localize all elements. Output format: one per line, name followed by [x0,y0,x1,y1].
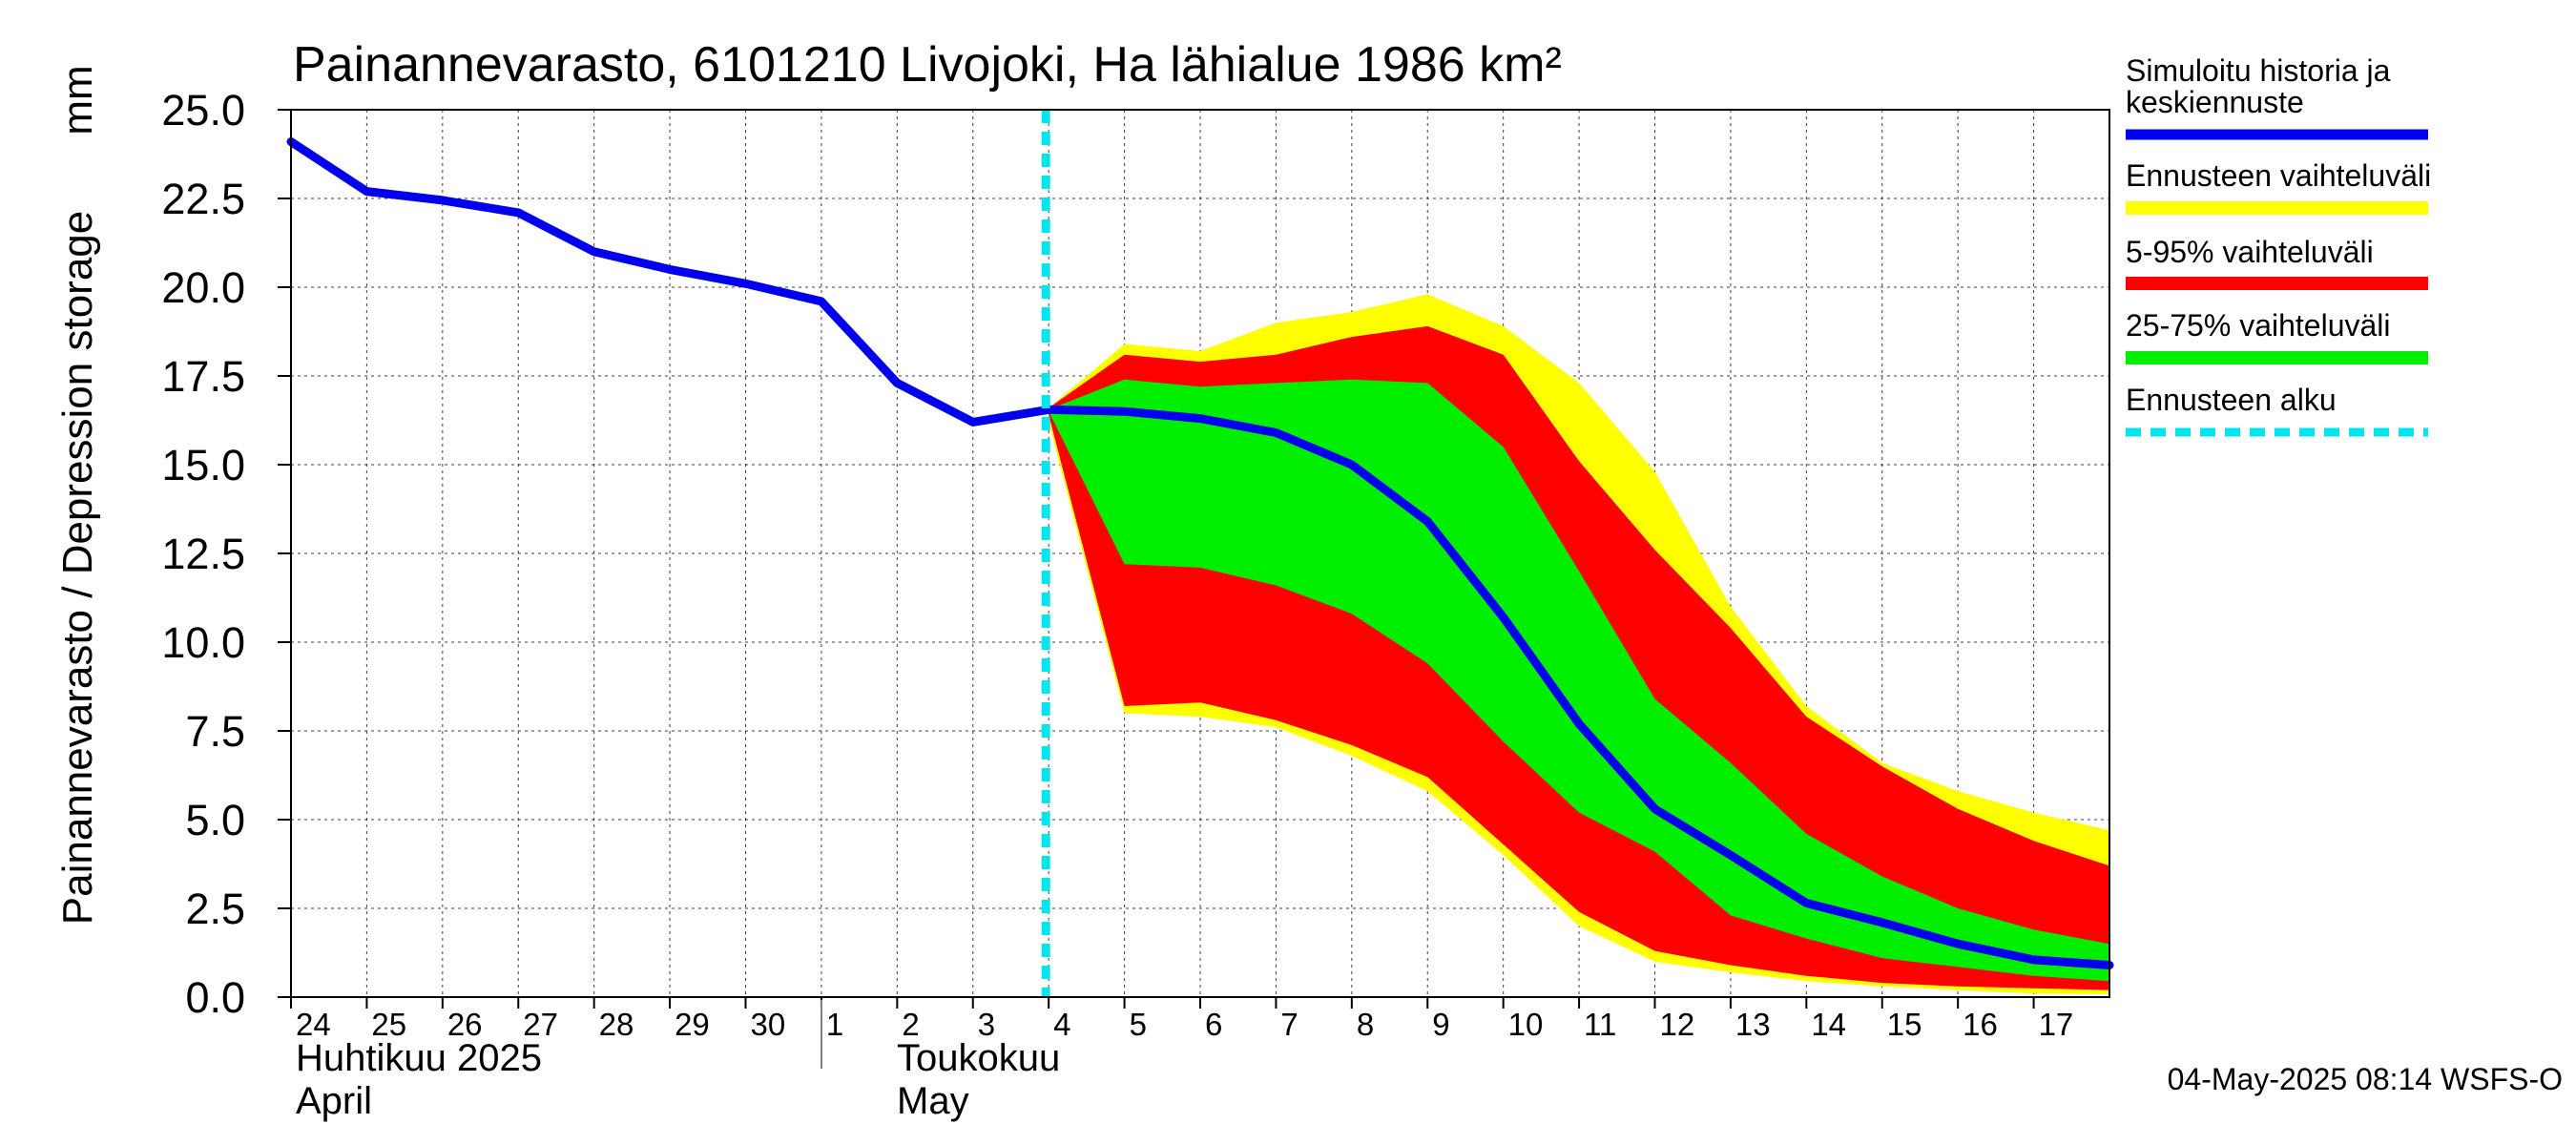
y-tick-label: 17.5 [161,352,245,401]
median-line [1044,405,2114,969]
x-tick-label: 17 [2039,1007,2074,1042]
band-25-75 [1049,379,2109,982]
median-forecast [1044,405,2114,969]
month-label-april-fi: Huhtikuu 2025 [296,1037,542,1079]
legend: Simuloitu historia ja keskiennuste Ennus… [2126,53,2431,437]
chart-title: Painannevarasto, 6101210 Livojoki, Ha lä… [293,37,1562,93]
y-tick-label: 25.0 [161,86,245,135]
x-tick-label: 13 [1735,1007,1771,1042]
legend-5-95-label: 5-95% vaihteluväli [2126,235,2374,269]
legend-25-75-label: 25-75% vaihteluväli [2126,308,2391,343]
x-tick-label: 12 [1660,1007,1695,1042]
x-tick-label: 26 [447,1007,483,1042]
legend-full-range-label: Ennusteen vaihteluväli [2126,158,2431,193]
y-tick-label: 22.5 [161,175,245,223]
y-tick-labels: 0.0 2.5 5.0 7.5 10.0 12.5 15.0 17.5 20.0 22.5 25.0 [161,86,291,1022]
x-tick-label: 15 [1887,1007,1922,1042]
y-tick-label: 5.0 [185,796,245,844]
history-series [286,137,1053,427]
y-axis-unit: mm [54,65,101,135]
y-tick-label: 10.0 [161,618,245,667]
forecast-bands [1049,294,2109,994]
x-tick-label: 8 [1357,1007,1374,1042]
y-tick-label: 12.5 [161,530,245,578]
x-tick-label: 16 [1963,1007,1998,1042]
x-tick-label: 27 [523,1007,558,1042]
y-tick-label: 0.0 [185,973,245,1022]
x-tick-label: 10 [1508,1007,1544,1042]
x-tick-label: 2 [902,1007,919,1042]
y-tick-label: 15.0 [161,441,245,489]
x-tick-label: 14 [1811,1007,1846,1042]
month-label-may-en: May [897,1080,969,1122]
x-tick-label: 4 [1053,1007,1070,1042]
history-line [286,137,1053,427]
x-tick-label: 11 [1584,1007,1616,1042]
x-tick-label: 3 [978,1007,995,1042]
y-tick-label: 20.0 [161,263,245,312]
x-tick-label: 7 [1280,1007,1298,1042]
x-tick-label: 9 [1432,1007,1449,1042]
x-tick-label: 5 [1130,1007,1147,1042]
y-tick-label: 2.5 [185,885,245,933]
x-tick-label: 30 [751,1007,786,1042]
x-tick-label: 24 [296,1007,331,1042]
x-tick-label: 1 [826,1007,843,1042]
y-axis-label: Painannevarasto / Depression storage [54,211,101,925]
x-tick-label: 6 [1205,1007,1222,1042]
legend-history-label-line1: Simuloitu historia ja [2126,53,2391,88]
y-tick-label: 7.5 [185,707,245,756]
x-tick-labels: 24 25 26 27 28 29 30 1 2 3 4 5 6 7 8 9 10 11 12 13 14 15 16 17 [290,997,2074,1042]
x-tick-label: 29 [675,1007,710,1042]
legend-history-label-line2: keskiennuste [2126,85,2304,119]
x-tick-label: 28 [599,1007,634,1042]
footer-timestamp: 04-May-2025 08:14 WSFS-O [2168,1062,2563,1096]
legend-forecast-start-label: Ennusteen alku [2126,383,2337,417]
month-label-april-en: April [296,1080,372,1122]
month-label-may-fi: Toukokuu [897,1037,1060,1079]
x-tick-label: 25 [371,1007,406,1042]
